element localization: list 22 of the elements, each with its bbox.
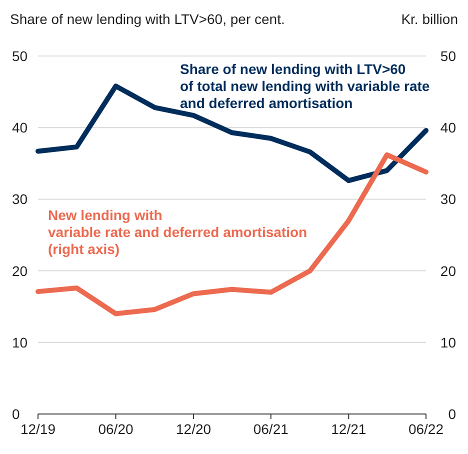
x-tick-label: 06/20 xyxy=(98,421,134,437)
y-tick-label: 10 xyxy=(12,334,28,350)
x-tick-label: 06/21 xyxy=(253,421,289,437)
y-tick-label: 20 xyxy=(12,262,28,279)
y-tick-label: 30 xyxy=(12,191,28,208)
y2-axis-title: Kr. billion xyxy=(401,11,458,27)
y-tick-label: 0 xyxy=(12,406,20,422)
y-tick-label: 40 xyxy=(12,120,28,136)
series-label: New lending with variable rate and deferred amortisation (right axis) xyxy=(48,207,308,257)
x-tick-label: 12/21 xyxy=(331,421,366,437)
y2-tick-label: 30 xyxy=(440,191,456,208)
y2-tick-label: 20 xyxy=(440,262,456,279)
y-axis-title: Share of new lending with LTV>60, per cent. xyxy=(10,11,285,27)
x-tick-label: 06/22 xyxy=(408,421,444,437)
y2-tick-label: 40 xyxy=(440,120,456,136)
x-tick-label: 12/19 xyxy=(20,421,56,437)
x-tick-label: 12/20 xyxy=(176,421,212,437)
y2-tick-label: 50 xyxy=(440,48,456,64)
y-tick-label: 50 xyxy=(12,48,28,64)
y2-tick-label: 10 xyxy=(440,334,456,350)
y2-tick-label: 0 xyxy=(448,406,456,422)
series-label: Share of new lending with LTV>60 of total new lending with variable rate and deferred amortisation xyxy=(180,61,430,111)
